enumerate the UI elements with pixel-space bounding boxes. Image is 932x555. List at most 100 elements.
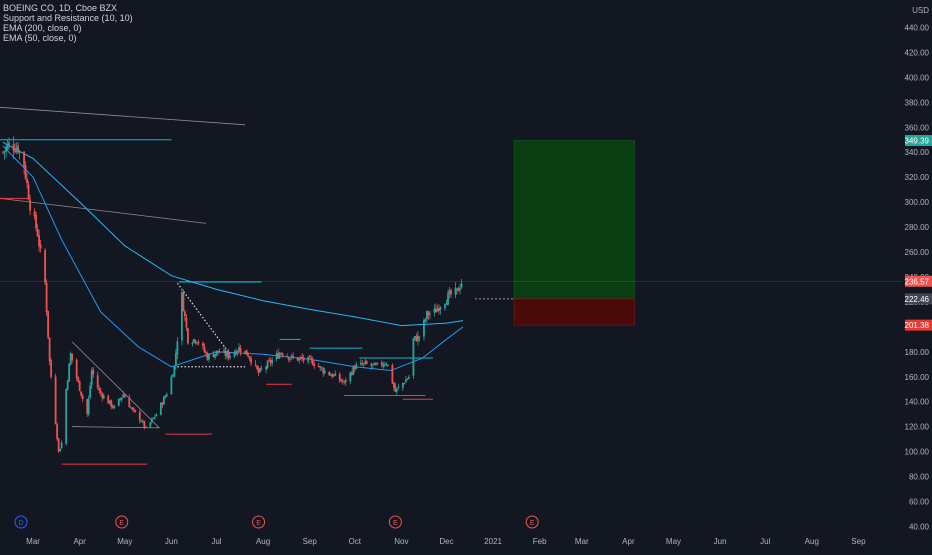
- candle-body: [373, 362, 376, 366]
- candle-body: [233, 352, 236, 357]
- candle-body: [408, 376, 410, 379]
- candle-body: [454, 287, 457, 295]
- candle-body: [414, 335, 416, 338]
- candle-body: [269, 360, 272, 363]
- candle-body: [394, 385, 397, 392]
- candle-body: [92, 369, 95, 375]
- candle-body: [162, 397, 165, 405]
- price-label-target-text: 349.39: [905, 137, 930, 146]
- x-tick-label: Jul: [760, 537, 770, 546]
- candle-body: [107, 395, 110, 404]
- candle-body: [164, 396, 167, 398]
- candle-body: [362, 363, 365, 365]
- y-tick-label: 120.00: [905, 423, 930, 432]
- candle-body: [120, 397, 123, 400]
- candle-body: [418, 336, 421, 338]
- candle-body: [101, 393, 104, 398]
- candle-body: [152, 417, 155, 420]
- candle-body: [153, 417, 156, 418]
- price-label-last-text: 236.57: [905, 277, 930, 286]
- candle-body: [392, 382, 395, 387]
- candle-body: [341, 381, 344, 383]
- candle-body: [113, 405, 116, 409]
- triangle-line-4: [176, 282, 231, 355]
- candle-body: [301, 356, 304, 359]
- candle-body: [310, 357, 313, 360]
- candle-body: [278, 353, 281, 359]
- candle-body: [191, 343, 194, 345]
- candle-body: [8, 142, 10, 146]
- candle-body: [44, 249, 46, 283]
- candle-body: [371, 364, 374, 366]
- indicator-ema-50[interactable]: EMA (50, close, 0): [3, 33, 77, 43]
- candle-body: [350, 372, 353, 375]
- candle-body: [193, 339, 195, 342]
- candle-body: [47, 310, 50, 338]
- candle-body: [308, 355, 311, 358]
- candle-body: [244, 351, 246, 354]
- candle-body: [359, 362, 362, 365]
- candle-body: [155, 414, 158, 417]
- candle-body: [194, 340, 197, 343]
- event-marker-label: E: [393, 520, 398, 527]
- event-marker: [115, 515, 129, 529]
- candle-body: [50, 360, 53, 378]
- candle-body: [257, 368, 260, 373]
- candle-body: [203, 346, 206, 353]
- candle-body: [33, 211, 36, 217]
- y-tick-label: 340.00: [905, 148, 930, 157]
- stop-zone: [513, 298, 635, 326]
- candle-body: [159, 402, 162, 415]
- candle-body: [65, 389, 68, 444]
- candle-body: [459, 288, 461, 291]
- candle-body: [260, 368, 263, 370]
- y-tick-label: 280.00: [905, 223, 930, 232]
- candle-body: [307, 357, 310, 362]
- candle-body: [281, 353, 284, 356]
- candle-body: [77, 377, 80, 382]
- candle-body: [289, 358, 292, 360]
- candle-body: [319, 366, 322, 368]
- candle-body: [117, 398, 120, 406]
- candle-body: [457, 287, 460, 292]
- candle-body: [140, 421, 143, 422]
- symbol-title[interactable]: BOEING CO, 1D, Cboe BZX: [3, 3, 118, 13]
- candle-body: [386, 364, 389, 366]
- candle-body: [331, 374, 334, 378]
- candle-body: [406, 378, 409, 380]
- candle-body: [111, 405, 114, 408]
- candle-body: [383, 364, 386, 366]
- candle-body: [352, 366, 355, 375]
- candle-body: [184, 311, 186, 317]
- y-tick-label: 440.00: [905, 24, 930, 33]
- candle-body: [265, 366, 267, 370]
- candle-body: [405, 379, 407, 383]
- y-tick-label: 140.00: [905, 398, 930, 407]
- candle-body: [235, 351, 237, 355]
- candle-body: [374, 364, 377, 365]
- candle-body: [66, 380, 69, 390]
- indicator-support-resistance[interactable]: Support and Resistance (10, 10): [3, 13, 133, 23]
- x-tick-label: Sep: [303, 537, 318, 546]
- candle-body: [250, 358, 252, 364]
- candle-body: [138, 411, 141, 421]
- candle-body: [90, 370, 93, 385]
- candle-body: [266, 361, 269, 368]
- candle-body: [29, 199, 31, 211]
- x-tick-label: Feb: [533, 537, 547, 546]
- candle-body: [5, 147, 7, 152]
- candle-body: [122, 394, 125, 398]
- candle-body: [181, 292, 183, 341]
- candle-body: [361, 363, 364, 365]
- candle-body: [68, 363, 71, 382]
- y-tick-label: 40.00: [909, 522, 930, 531]
- candle-body: [81, 395, 84, 399]
- y-tick-label: 60.00: [909, 497, 930, 506]
- candle-body: [26, 178, 28, 184]
- indicator-ema-200[interactable]: EMA (200, close, 0): [3, 23, 82, 33]
- candle-body: [287, 357, 290, 360]
- candle-body: [2, 151, 4, 153]
